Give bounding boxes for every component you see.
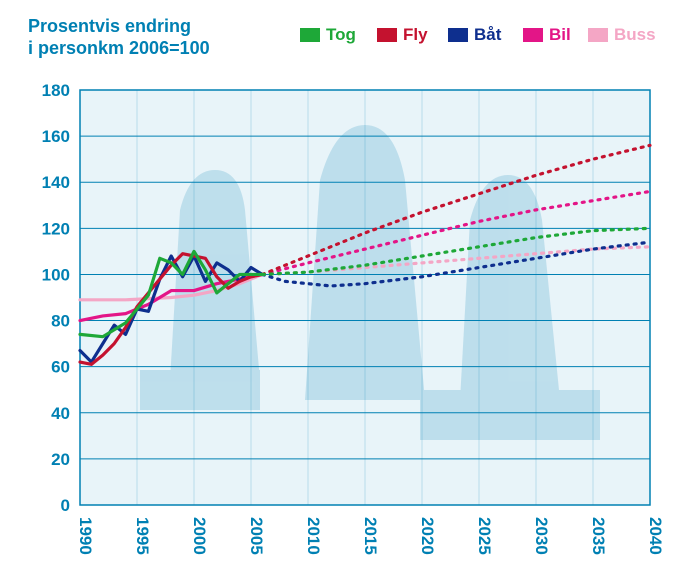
- x-tick-label: 2040: [646, 517, 665, 555]
- y-tick-label: 180: [42, 81, 70, 100]
- x-tick-label: 2000: [190, 517, 209, 555]
- x-tick-label: 2020: [418, 517, 437, 555]
- chart-title-line2: i personkm 2006=100: [28, 38, 210, 58]
- legend-swatch-fly: [377, 28, 397, 42]
- x-tick-label: 2005: [247, 517, 266, 555]
- x-tick-label: 2015: [361, 517, 380, 555]
- y-tick-label: 80: [51, 312, 70, 331]
- x-tick-label: 2030: [532, 517, 551, 555]
- legend-swatch-bil: [523, 28, 543, 42]
- legend-swatch-bat: [448, 28, 468, 42]
- y-tick-label: 140: [42, 173, 70, 192]
- y-tick-label: 20: [51, 450, 70, 469]
- legend-label-tog: Tog: [326, 25, 356, 44]
- y-tick-label: 40: [51, 404, 70, 423]
- x-tick-label: 1995: [133, 517, 152, 555]
- legend-label-bil: Bil: [549, 25, 571, 44]
- x-tick-label: 1990: [76, 517, 95, 555]
- legend-label-buss: Buss: [614, 25, 656, 44]
- legend-label-fly: Fly: [403, 25, 428, 44]
- line-chart: 0204060801001201401601801990199520002005…: [0, 0, 679, 578]
- y-tick-label: 160: [42, 127, 70, 146]
- legend-label-bat: Båt: [474, 25, 502, 44]
- legend-swatch-buss: [588, 28, 608, 42]
- x-tick-label: 2010: [304, 517, 323, 555]
- y-tick-label: 120: [42, 219, 70, 238]
- x-tick-label: 2025: [475, 517, 494, 555]
- legend-swatch-tog: [300, 28, 320, 42]
- x-tick-label: 2035: [589, 517, 608, 555]
- y-tick-label: 100: [42, 265, 70, 284]
- chart-title-line1: Prosentvis endring: [28, 16, 191, 36]
- y-tick-label: 60: [51, 358, 70, 377]
- y-tick-label: 0: [61, 496, 70, 515]
